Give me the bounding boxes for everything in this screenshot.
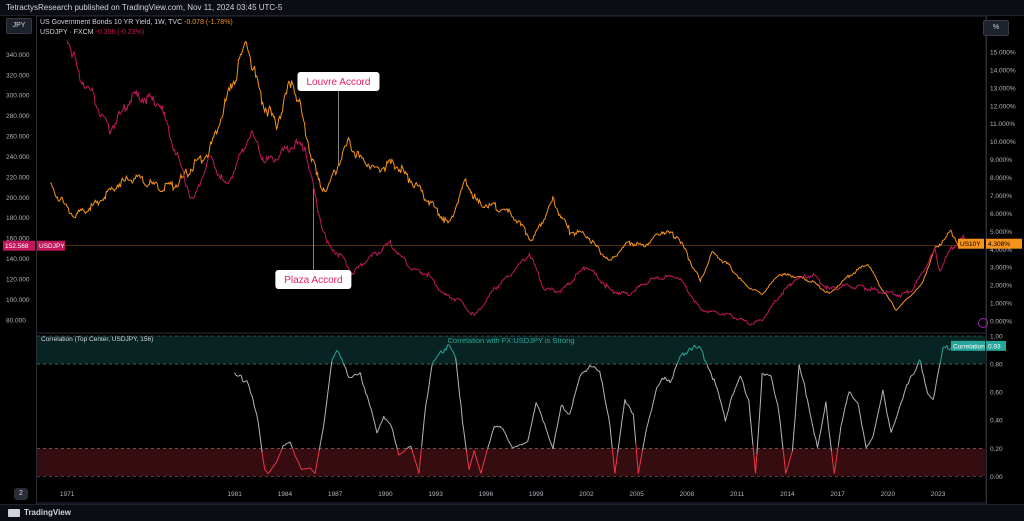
x-tick-label: 1981: [227, 491, 242, 498]
right-tick-label: 15.000%: [990, 49, 1016, 56]
right-tick-label: 5.000%: [990, 229, 1012, 236]
x-tick-label: 2005: [629, 491, 644, 498]
correlation-segment: [768, 375, 769, 376]
correlation-segment: [403, 452, 404, 453]
us10y-name-tag: US10Y: [960, 241, 981, 248]
x-tick-label: 2008: [680, 491, 695, 498]
chart-settings-icon[interactable]: [978, 318, 988, 328]
correlation-segment: [236, 375, 237, 376]
correlation-segment: [912, 375, 913, 376]
correlation-segment: [400, 453, 401, 454]
correlation-segment: [517, 446, 518, 447]
correlation-tick-label: 1.00: [990, 334, 1003, 341]
tradingview-brand: TradingView: [24, 508, 71, 517]
correlation-segment: [356, 375, 357, 376]
left-tick-label: 220.000: [6, 174, 30, 181]
x-tick-label: 2002: [579, 491, 594, 498]
left-tick-label: 300.000: [6, 93, 30, 100]
right-tick-label: 3.000%: [990, 265, 1012, 272]
usdjpy-price-tag: 152.568: [5, 243, 29, 250]
page-badge[interactable]: 2: [14, 488, 28, 500]
correlation-segment: [907, 384, 908, 385]
x-tick-label: 2023: [931, 491, 946, 498]
footer-bar: TradingView: [0, 504, 1024, 521]
x-tick-label: 1984: [278, 491, 293, 498]
legend-us10y[interactable]: US Government Bonds 10 YR Yield, 1W, TVC…: [40, 18, 233, 27]
x-tick-label: 1990: [378, 491, 393, 498]
correlation-segment: [513, 447, 514, 448]
right-tick-label: 14.000%: [990, 67, 1016, 74]
left-tick-label: 340.000: [6, 52, 30, 59]
right-tick-label: 2.000%: [990, 283, 1012, 290]
left-tick-label: 320.000: [6, 72, 30, 79]
x-tick-label: 2020: [881, 491, 896, 498]
legend-usdjpy-name: USDJPY · FXCM: [40, 29, 94, 36]
left-tick-label: 120.000: [6, 276, 30, 283]
correlation-tick-label: 0.00: [990, 474, 1003, 481]
plaza-label: Plaza Accord: [284, 275, 342, 286]
correlation-segment: [587, 369, 588, 370]
x-tick-label: 2017: [830, 491, 845, 498]
correlation-title: Correlation (Top Center, USDJPY, 156): [41, 336, 153, 343]
x-tick-label: 1971: [60, 491, 75, 498]
left-tick-label: 260.000: [6, 134, 30, 141]
left-tick-label: 100.000: [6, 297, 30, 304]
left-tick-label: 180.000: [6, 215, 30, 222]
x-tick-label: 2014: [780, 491, 795, 498]
weak-correlation-zone: [37, 448, 985, 476]
louvre-label: Louvre Accord: [307, 77, 371, 88]
right-tick-label: 8.000%: [990, 175, 1012, 182]
correlation-zone-label: Correlation with FX:USDJPY is Strong: [448, 336, 575, 345]
legend-usdjpy[interactable]: USDJPY · FXCM -0.356 (-0.23%): [40, 28, 144, 37]
correlation-segment: [762, 373, 763, 374]
tradingview-logo[interactable]: TradingView: [8, 508, 71, 518]
x-tick-label: 1987: [328, 491, 343, 498]
correlation-tick-label: 0.40: [990, 418, 1003, 425]
usdjpy-name-tag: USDJPY: [39, 243, 65, 250]
right-tick-label: 0.000%: [990, 319, 1012, 326]
correlation-tick-label: 0.80: [990, 362, 1003, 369]
correlation-segment: [501, 428, 502, 429]
x-tick-label: 1993: [428, 491, 443, 498]
x-tick-label: 1996: [479, 491, 494, 498]
left-tick-label: 80.000: [6, 317, 26, 324]
right-tick-label: 7.000%: [990, 193, 1012, 200]
correlation-tick-label: 0.20: [990, 446, 1003, 453]
us10y-value-tag: 4.308%: [988, 241, 1010, 248]
left-tick-label: 200.000: [6, 195, 30, 202]
correlation-segment: [408, 447, 409, 448]
right-tick-label: 12.000%: [990, 103, 1016, 110]
legend-usdjpy-change: -0.356 (-0.23%): [96, 29, 145, 36]
right-tick-label: 11.000%: [990, 121, 1015, 128]
tradingview-logo-icon: [8, 509, 20, 517]
x-tick-label: 2011: [730, 491, 744, 498]
legend-us10y-change: -0.078 (-1.78%): [184, 19, 233, 26]
correlation-segment: [244, 381, 245, 382]
x-tick-label: 1999: [529, 491, 544, 498]
right-tick-label: 10.000%: [990, 139, 1016, 146]
right-tick-label: 1.000%: [990, 301, 1012, 308]
right-scale-button[interactable]: %: [983, 20, 1009, 36]
correlation-value-tag: 0.93: [988, 343, 1001, 350]
correlation-name-tag: Correlation: [953, 343, 985, 350]
legend-us10y-name: US Government Bonds 10 YR Yield, 1W, TVC: [40, 19, 182, 26]
correlation-segment: [526, 442, 527, 443]
left-tick-label: 240.000: [6, 154, 30, 161]
right-tick-label: 13.000%: [990, 85, 1016, 92]
left-scale-button[interactable]: JPY: [6, 18, 32, 34]
right-tick-label: 9.000%: [990, 157, 1012, 164]
left-tick-label: 140.000: [6, 256, 30, 263]
left-tick-label: 280.000: [6, 113, 30, 120]
correlation-segment: [766, 374, 767, 375]
right-tick-label: 6.000%: [990, 211, 1012, 218]
correlation-tick-label: 0.60: [990, 390, 1003, 397]
